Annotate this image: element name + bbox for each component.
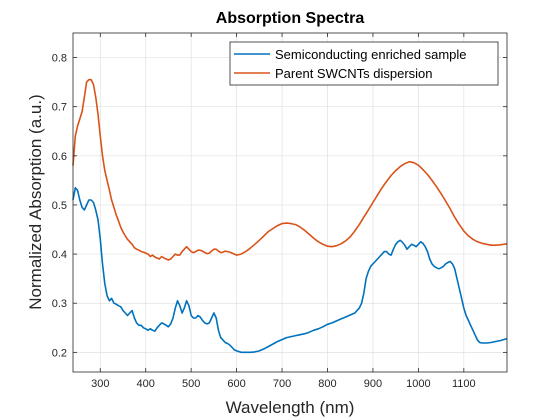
- x-tick-label: 900: [364, 378, 382, 390]
- y-tick-label: 0.7: [52, 102, 67, 114]
- series-lines: [72, 78, 508, 354]
- series-line-0: [72, 187, 508, 354]
- y-tick-label: 0.3: [52, 298, 67, 310]
- y-tick-label: 0.6: [52, 151, 67, 163]
- x-tick-label: 300: [91, 378, 109, 390]
- plot-background: [73, 33, 507, 372]
- y-tick-label: 0.5: [52, 200, 67, 212]
- y-tick-label: 0.4: [52, 249, 67, 261]
- x-tick-label: 800: [318, 378, 336, 390]
- series-line-1: [72, 78, 508, 261]
- x-tick-label: 500: [182, 378, 200, 390]
- y-tick-label: 0.2: [52, 347, 67, 359]
- grid-lines: [73, 33, 507, 372]
- y-tick-label: 0.8: [52, 53, 67, 65]
- legend-box: [229, 41, 499, 86]
- x-tick-label: 400: [137, 378, 155, 390]
- legend-label-parent: Parent SWCNTs dispersion: [275, 66, 433, 81]
- legend: Semiconducting enriched sample Parent SW…: [229, 41, 499, 86]
- x-tick-label: 1100: [452, 378, 476, 390]
- x-tick-label: 700: [273, 378, 291, 390]
- x-axis-label: Wavelength (nm): [226, 398, 355, 417]
- axis-ticks: 300 400 500 600 700 800 900 1000 1100 0.2 0.3 0.4 0.…: [52, 33, 507, 390]
- legend-label-semiconducting: Semiconducting enriched sample: [275, 47, 467, 62]
- chart-title: Absorption Spectra: [216, 10, 365, 27]
- x-tick-label: 600: [227, 378, 245, 390]
- x-tick-label: 1000: [406, 378, 430, 390]
- plot-frame: [72, 32, 508, 373]
- y-axis-label: Normalized Absorption (a.u.): [26, 94, 45, 309]
